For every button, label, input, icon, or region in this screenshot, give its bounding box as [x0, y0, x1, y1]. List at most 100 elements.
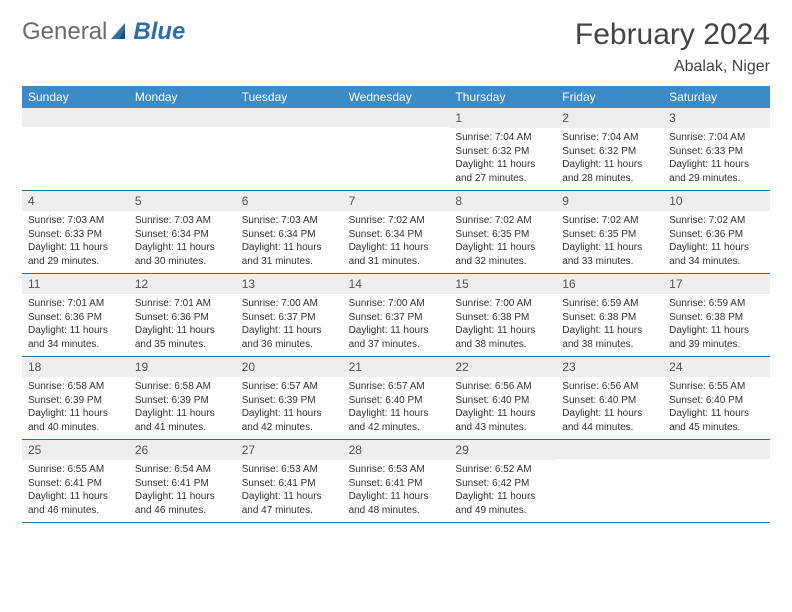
day-details: Sunrise: 7:03 AMSunset: 6:34 PMDaylight:…	[129, 211, 236, 273]
dayname-monday: Monday	[129, 86, 236, 108]
day-details: Sunrise: 6:59 AMSunset: 6:38 PMDaylight:…	[556, 294, 663, 356]
day-details: Sunrise: 7:04 AMSunset: 6:32 PMDaylight:…	[556, 128, 663, 190]
sunset-text: Sunset: 6:41 PM	[349, 477, 444, 491]
day-number: 27	[236, 440, 343, 460]
daylight1-text: Daylight: 11 hours	[135, 490, 230, 504]
dayname-row: Sunday Monday Tuesday Wednesday Thursday…	[22, 86, 770, 108]
daylight2-text: and 40 minutes.	[28, 421, 123, 435]
day-details: Sunrise: 7:04 AMSunset: 6:32 PMDaylight:…	[449, 128, 556, 190]
day-number	[663, 440, 770, 459]
day-number	[343, 108, 450, 127]
day-details: Sunrise: 6:52 AMSunset: 6:42 PMDaylight:…	[449, 460, 556, 522]
sunset-text: Sunset: 6:42 PM	[455, 477, 550, 491]
daylight2-text: and 44 minutes.	[562, 421, 657, 435]
sunset-text: Sunset: 6:37 PM	[349, 311, 444, 325]
daylight1-text: Daylight: 11 hours	[455, 407, 550, 421]
daylight1-text: Daylight: 11 hours	[562, 407, 657, 421]
day-number: 20	[236, 357, 343, 377]
daylight1-text: Daylight: 11 hours	[135, 407, 230, 421]
daylight1-text: Daylight: 11 hours	[349, 241, 444, 255]
day-cell: 6Sunrise: 7:03 AMSunset: 6:34 PMDaylight…	[236, 191, 343, 273]
calendar: Sunday Monday Tuesday Wednesday Thursday…	[22, 86, 770, 523]
day-cell: 14Sunrise: 7:00 AMSunset: 6:37 PMDayligh…	[343, 274, 450, 356]
day-number: 13	[236, 274, 343, 294]
sunrise-text: Sunrise: 7:04 AM	[562, 131, 657, 145]
sunset-text: Sunset: 6:38 PM	[455, 311, 550, 325]
day-number: 6	[236, 191, 343, 211]
day-details: Sunrise: 7:02 AMSunset: 6:36 PMDaylight:…	[663, 211, 770, 273]
sunset-text: Sunset: 6:32 PM	[455, 145, 550, 159]
day-cell	[236, 108, 343, 190]
daylight1-text: Daylight: 11 hours	[669, 241, 764, 255]
sunrise-text: Sunrise: 7:03 AM	[242, 214, 337, 228]
day-details: Sunrise: 6:58 AMSunset: 6:39 PMDaylight:…	[22, 377, 129, 439]
title-block: February 2024 Abalak, Niger	[575, 18, 770, 76]
day-cell: 1Sunrise: 7:04 AMSunset: 6:32 PMDaylight…	[449, 108, 556, 190]
day-number	[556, 440, 663, 459]
daylight2-text: and 31 minutes.	[242, 255, 337, 269]
logo-text-general: General	[22, 18, 107, 46]
daylight2-text: and 27 minutes.	[455, 172, 550, 186]
daylight2-text: and 49 minutes.	[455, 504, 550, 518]
daylight1-text: Daylight: 11 hours	[455, 158, 550, 172]
day-cell: 24Sunrise: 6:55 AMSunset: 6:40 PMDayligh…	[663, 357, 770, 439]
sunset-text: Sunset: 6:40 PM	[562, 394, 657, 408]
day-number: 4	[22, 191, 129, 211]
week-row: 11Sunrise: 7:01 AMSunset: 6:36 PMDayligh…	[22, 274, 770, 357]
day-details: Sunrise: 7:04 AMSunset: 6:33 PMDaylight:…	[663, 128, 770, 190]
daylight2-text: and 39 minutes.	[669, 338, 764, 352]
sunrise-text: Sunrise: 6:55 AM	[28, 463, 123, 477]
sunset-text: Sunset: 6:36 PM	[669, 228, 764, 242]
sunrise-text: Sunrise: 6:55 AM	[669, 380, 764, 394]
sunrise-text: Sunrise: 6:59 AM	[669, 297, 764, 311]
day-cell: 4Sunrise: 7:03 AMSunset: 6:33 PMDaylight…	[22, 191, 129, 273]
daylight2-text: and 45 minutes.	[669, 421, 764, 435]
day-number: 7	[343, 191, 450, 211]
daylight2-text: and 30 minutes.	[135, 255, 230, 269]
day-details: Sunrise: 7:03 AMSunset: 6:34 PMDaylight:…	[236, 211, 343, 273]
sunset-text: Sunset: 6:33 PM	[669, 145, 764, 159]
day-cell: 26Sunrise: 6:54 AMSunset: 6:41 PMDayligh…	[129, 440, 236, 522]
daylight2-text: and 36 minutes.	[242, 338, 337, 352]
daylight2-text: and 48 minutes.	[349, 504, 444, 518]
daylight2-text: and 34 minutes.	[669, 255, 764, 269]
sunrise-text: Sunrise: 7:03 AM	[28, 214, 123, 228]
day-cell: 29Sunrise: 6:52 AMSunset: 6:42 PMDayligh…	[449, 440, 556, 522]
day-number: 19	[129, 357, 236, 377]
sunrise-text: Sunrise: 7:02 AM	[349, 214, 444, 228]
daylight1-text: Daylight: 11 hours	[242, 324, 337, 338]
sunrise-text: Sunrise: 6:53 AM	[242, 463, 337, 477]
dayname-thursday: Thursday	[449, 86, 556, 108]
sunrise-text: Sunrise: 6:52 AM	[455, 463, 550, 477]
day-number: 29	[449, 440, 556, 460]
logo-text-blue: Blue	[133, 18, 185, 46]
sunrise-text: Sunrise: 6:56 AM	[562, 380, 657, 394]
day-cell: 3Sunrise: 7:04 AMSunset: 6:33 PMDaylight…	[663, 108, 770, 190]
daylight1-text: Daylight: 11 hours	[28, 407, 123, 421]
sunset-text: Sunset: 6:38 PM	[562, 311, 657, 325]
sunset-text: Sunset: 6:36 PM	[135, 311, 230, 325]
day-number: 5	[129, 191, 236, 211]
day-number: 21	[343, 357, 450, 377]
day-cell	[663, 440, 770, 522]
daylight2-text: and 34 minutes.	[28, 338, 123, 352]
day-details: Sunrise: 6:56 AMSunset: 6:40 PMDaylight:…	[449, 377, 556, 439]
daylight1-text: Daylight: 11 hours	[28, 490, 123, 504]
day-details: Sunrise: 6:55 AMSunset: 6:40 PMDaylight:…	[663, 377, 770, 439]
sunrise-text: Sunrise: 7:00 AM	[349, 297, 444, 311]
day-number: 17	[663, 274, 770, 294]
week-row: 4Sunrise: 7:03 AMSunset: 6:33 PMDaylight…	[22, 191, 770, 274]
sunrise-text: Sunrise: 6:57 AM	[242, 380, 337, 394]
day-number: 23	[556, 357, 663, 377]
day-number	[129, 108, 236, 127]
sunrise-text: Sunrise: 6:59 AM	[562, 297, 657, 311]
daylight1-text: Daylight: 11 hours	[135, 241, 230, 255]
daylight2-text: and 41 minutes.	[135, 421, 230, 435]
sunrise-text: Sunrise: 6:58 AM	[135, 380, 230, 394]
daylight1-text: Daylight: 11 hours	[669, 158, 764, 172]
day-details: Sunrise: 7:03 AMSunset: 6:33 PMDaylight:…	[22, 211, 129, 273]
daylight1-text: Daylight: 11 hours	[349, 490, 444, 504]
daylight1-text: Daylight: 11 hours	[242, 407, 337, 421]
daylight2-text: and 42 minutes.	[242, 421, 337, 435]
daylight2-text: and 43 minutes.	[455, 421, 550, 435]
